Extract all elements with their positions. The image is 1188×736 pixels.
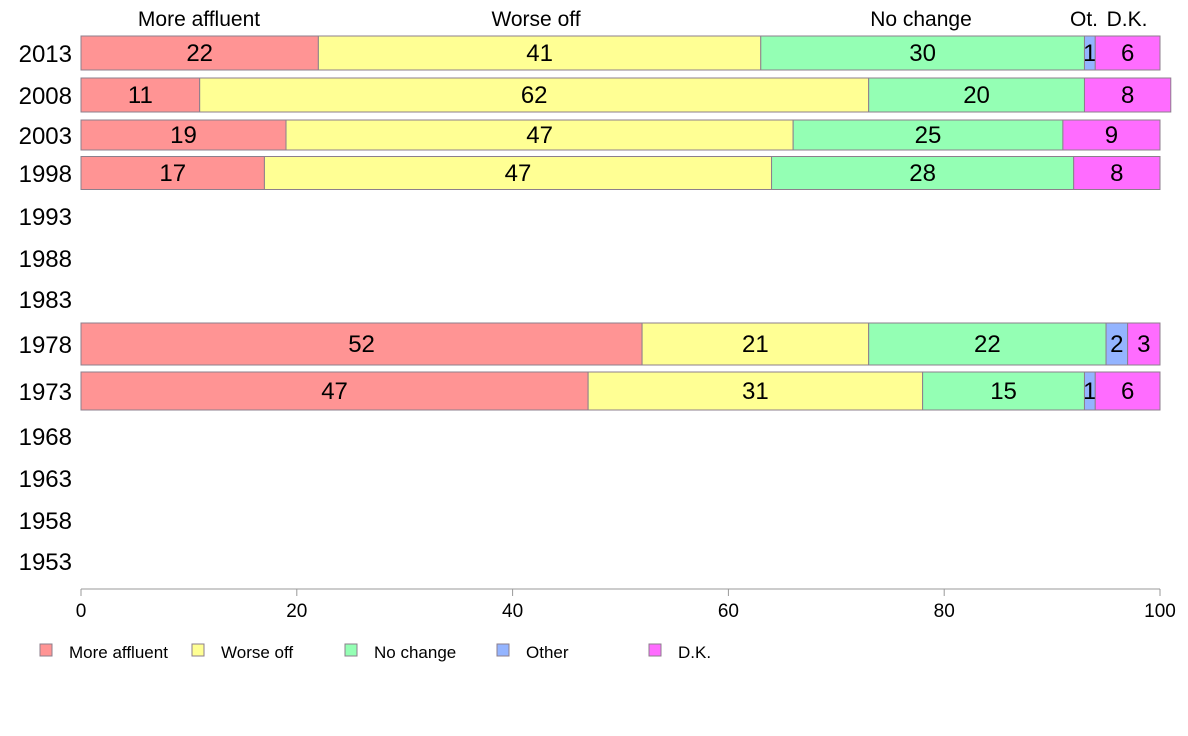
- x-tick-label-40: 40: [502, 601, 523, 622]
- legend-swatch-no-change: [344, 643, 358, 657]
- bar-label-2003-more-affluent: 19: [170, 122, 197, 149]
- column-header-more-affluent: More affluent: [138, 8, 260, 31]
- legend-label-more-affluent: More affluent: [69, 643, 168, 662]
- bar-2008-more-affluent: [80, 77, 201, 113]
- bar-2008-d-k-: [1083, 77, 1172, 113]
- legend-swatch-more-affluent: [39, 643, 53, 657]
- bar-1978-worse-off: [641, 322, 870, 366]
- year-label-2008: 2008: [19, 83, 72, 110]
- bar-1973-d-k-: [1094, 371, 1161, 411]
- bar-2013-more-affluent: [80, 35, 319, 71]
- column-header-d-k-: D.K.: [1107, 8, 1148, 31]
- legend-swatch-worse-off: [191, 643, 205, 657]
- year-label-1973: 1973: [19, 379, 72, 406]
- bar-2013-d-k-: [1094, 35, 1161, 71]
- bar-label-2013-worse-off: 41: [526, 40, 553, 67]
- bar-1998-more-affluent: [80, 156, 265, 190]
- bar-2003-more-affluent: [80, 119, 287, 151]
- x-tick-label-0: 0: [76, 601, 87, 622]
- bar-label-2003-no-change: 25: [915, 122, 942, 149]
- bar-label-1978-d-k-: 3: [1137, 331, 1150, 358]
- year-label-2003: 2003: [19, 123, 72, 150]
- year-label-1983: 1983: [19, 287, 72, 314]
- bar-2003-d-k-: [1062, 119, 1161, 151]
- bar-1978-d-k-: [1127, 322, 1161, 366]
- bar-label-2013-other: 1: [1083, 40, 1096, 67]
- x-tick-label-20: 20: [286, 601, 307, 622]
- bar-label-1978-no-change: 22: [974, 331, 1001, 358]
- bar-label-1973-other: 1: [1083, 378, 1096, 405]
- year-label-1993: 1993: [19, 204, 72, 231]
- year-label-1968: 1968: [19, 424, 72, 451]
- year-label-1953: 1953: [19, 549, 72, 576]
- legend-swatch-other: [496, 643, 510, 657]
- legend-label-other: Other: [526, 643, 569, 662]
- x-tick-label-80: 80: [934, 601, 955, 622]
- bar-label-1973-more-affluent: 47: [321, 378, 348, 405]
- bar-label-1998-worse-off: 47: [505, 160, 532, 187]
- column-header-other: Ot.: [1070, 8, 1098, 31]
- bar-1998-no-change: [771, 156, 1075, 190]
- legend-label-d-k-: D.K.: [678, 643, 711, 662]
- legend-label-worse-off: Worse off: [221, 643, 293, 662]
- year-label-1978: 1978: [19, 332, 72, 359]
- year-label-2013: 2013: [19, 41, 72, 68]
- column-header-worse-off: Worse off: [491, 8, 580, 31]
- bar-label-2013-more-affluent: 22: [186, 40, 213, 67]
- bar-label-1998-d-k-: 8: [1110, 160, 1123, 187]
- year-label-1988: 1988: [19, 246, 72, 273]
- bar-label-1973-worse-off: 31: [742, 378, 769, 405]
- x-tick-label-60: 60: [718, 601, 739, 622]
- bar-2003-worse-off: [285, 119, 794, 151]
- year-label-1958: 1958: [19, 508, 72, 535]
- bar-label-1998-more-affluent: 17: [159, 160, 186, 187]
- year-label-1998: 1998: [19, 161, 72, 188]
- bar-label-2003-d-k-: 9: [1105, 122, 1118, 149]
- bar-label-1978-more-affluent: 52: [348, 331, 375, 358]
- bar-2008-worse-off: [199, 77, 870, 113]
- bar-1998-d-k-: [1073, 156, 1161, 190]
- year-label-1963: 1963: [19, 466, 72, 493]
- bar-2008-no-change: [868, 77, 1085, 113]
- bar-label-2003-worse-off: 47: [526, 122, 553, 149]
- bar-2003-no-change: [792, 119, 1064, 151]
- bar-label-1978-other: 2: [1110, 331, 1123, 358]
- bar-label-1978-worse-off: 21: [742, 331, 769, 358]
- bar-label-2008-no-change: 20: [963, 82, 990, 109]
- legend-swatch-d-k-: [648, 643, 662, 657]
- bar-2013-no-change: [760, 35, 1085, 71]
- bar-label-1973-d-k-: 6: [1121, 378, 1134, 405]
- bar-1978-no-change: [868, 322, 1107, 366]
- column-header-no-change: No change: [870, 8, 972, 31]
- bar-label-2008-d-k-: 8: [1121, 82, 1134, 109]
- bar-label-2008-more-affluent: 11: [128, 82, 153, 109]
- bar-label-1973-no-change: 15: [990, 378, 1017, 405]
- bar-label-1998-no-change: 28: [909, 160, 936, 187]
- bar-1998-worse-off: [263, 156, 773, 190]
- bar-2013-worse-off: [317, 35, 762, 71]
- bar-label-2008-worse-off: 62: [521, 82, 548, 109]
- x-tick-label-100: 100: [1144, 601, 1176, 622]
- bar-label-2013-d-k-: 6: [1121, 40, 1134, 67]
- bar-1973-worse-off: [587, 371, 924, 411]
- legend-label-no-change: No change: [374, 643, 456, 662]
- bar-label-2013-no-change: 30: [909, 40, 936, 67]
- bar-1973-no-change: [922, 371, 1085, 411]
